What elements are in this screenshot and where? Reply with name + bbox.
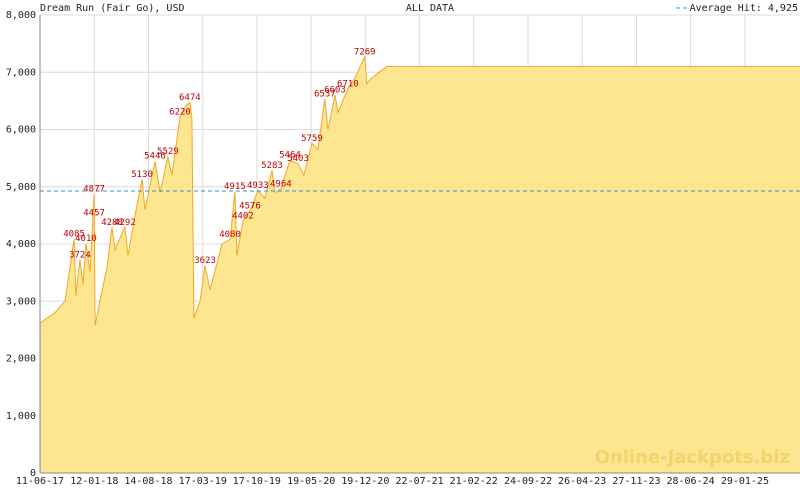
peak-label: 3623: [194, 256, 216, 266]
chart-subtitle: ALL DATA: [406, 3, 454, 14]
peak-label: 5529: [157, 147, 179, 157]
area: [40, 56, 800, 474]
peak-label: 6220: [169, 107, 191, 117]
peak-label: 5464: [279, 151, 301, 161]
x-tick-label: 14-08-18: [124, 476, 172, 487]
y-tick-label: 7,000: [6, 67, 36, 78]
peak-label: 4964: [270, 179, 292, 189]
y-tick-label: 2,000: [6, 354, 36, 365]
peak-label: 5403: [287, 154, 309, 164]
x-tick-label: 19-05-20: [287, 476, 335, 487]
x-tick-label: 26-04-23: [558, 476, 606, 487]
peak-label: 4915: [224, 182, 246, 192]
legend-label: Average Hit: 4,925: [690, 3, 798, 14]
peak-label: 7269: [354, 47, 376, 57]
y-tick-label: 6,000: [6, 125, 36, 136]
x-tick-label: 12-01-18: [70, 476, 118, 487]
peak-label: 4457: [83, 208, 105, 218]
x-tick-label: 27-11-23: [612, 476, 660, 487]
peak-label: 4010: [75, 234, 97, 244]
watermark: Online-Jackpots.biz: [595, 447, 790, 468]
x-tick-label: 17-10-19: [233, 476, 281, 487]
x-tick-label: 11-06-17: [16, 476, 64, 487]
y-tick-label: 1,000: [6, 411, 36, 422]
peak-label: 3724: [69, 250, 91, 260]
peak-label: 4292: [114, 218, 136, 228]
peak-label: 6474: [179, 93, 201, 103]
peak-label: 4402: [232, 211, 254, 221]
x-tick-label: 19-12-20: [341, 476, 389, 487]
peak-label: 5446: [144, 152, 166, 162]
x-tick-label: 24-09-22: [504, 476, 552, 487]
y-tick-label: 8,000: [6, 10, 36, 21]
peak-label: 6537: [314, 89, 336, 99]
peak-label: 4877: [83, 184, 105, 194]
y-tick-label: 0: [30, 468, 36, 479]
peak-label: 4288: [101, 218, 123, 228]
x-tick-label: 21-02-22: [450, 476, 498, 487]
peak-label: 4085: [63, 230, 85, 240]
peak-label: 5759: [301, 134, 323, 144]
x-tick-label: 29-01-25: [721, 476, 769, 487]
x-tick-label: 17-03-19: [179, 476, 227, 487]
peak-label: 5130: [131, 170, 153, 180]
peak-label: 5283: [261, 161, 283, 171]
peak-label: 4080: [219, 230, 241, 240]
peak-label: 6710: [337, 79, 359, 89]
x-tick-label: 22-07-21: [396, 476, 444, 487]
peak-label: 6603: [324, 85, 346, 95]
y-tick-label: 3,000: [6, 296, 36, 307]
peak-label: 4576: [239, 202, 261, 212]
x-tick-label: 28-06-24: [666, 476, 714, 487]
y-tick-label: 5,000: [6, 182, 36, 193]
peak-label: 4933: [247, 181, 269, 191]
line: [39, 54, 800, 326]
chart-title: Dream Run (Fair Go), USD: [40, 3, 185, 14]
y-tick-label: 4,000: [6, 239, 36, 250]
